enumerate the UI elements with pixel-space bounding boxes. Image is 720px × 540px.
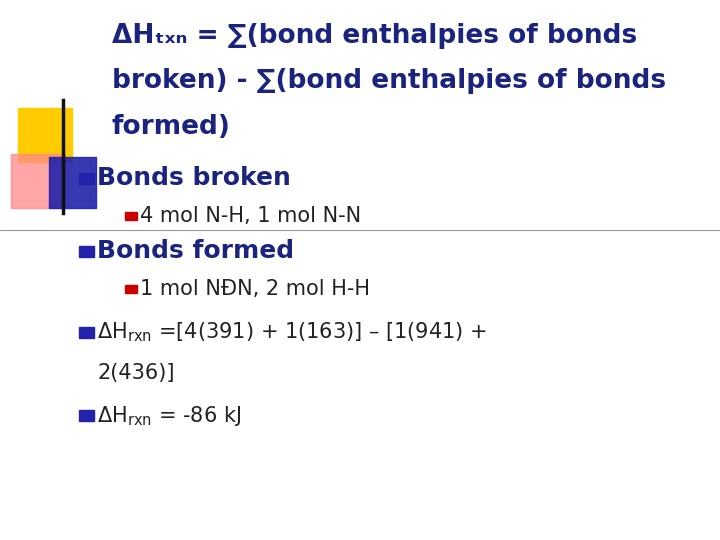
Text: Bonds broken: Bonds broken — [97, 166, 291, 190]
Text: broken) - ∑(bond enthalpies of bonds: broken) - ∑(bond enthalpies of bonds — [112, 69, 666, 94]
Text: ΔHₜₓₙ = ∑(bond enthalpies of bonds: ΔHₜₓₙ = ∑(bond enthalpies of bonds — [112, 23, 637, 49]
Bar — [125, 285, 137, 293]
Bar — [79, 327, 94, 338]
FancyBboxPatch shape — [11, 154, 65, 208]
Text: 1 mol NĐN, 2 mol H-H: 1 mol NĐN, 2 mol H-H — [140, 279, 370, 299]
Text: $\Delta$H$_{\mathregular{rxn}}$ =[4(391) + 1(163)] – [1(941) +: $\Delta$H$_{\mathregular{rxn}}$ =[4(391)… — [97, 320, 487, 344]
Text: Bonds formed: Bonds formed — [97, 239, 294, 263]
Text: $\Delta$H$_{\mathregular{rxn}}$ = -86 kJ: $\Delta$H$_{\mathregular{rxn}}$ = -86 kJ — [97, 404, 241, 428]
Bar — [79, 246, 94, 256]
Bar — [79, 173, 94, 184]
Text: 2(436)]: 2(436)] — [97, 362, 175, 383]
Bar — [49, 157, 96, 208]
Text: formed): formed) — [112, 114, 230, 140]
Bar — [18, 108, 72, 162]
Bar — [125, 212, 137, 220]
Bar — [79, 410, 94, 421]
Text: 4 mol N-H, 1 mol N-N: 4 mol N-H, 1 mol N-N — [140, 206, 361, 226]
